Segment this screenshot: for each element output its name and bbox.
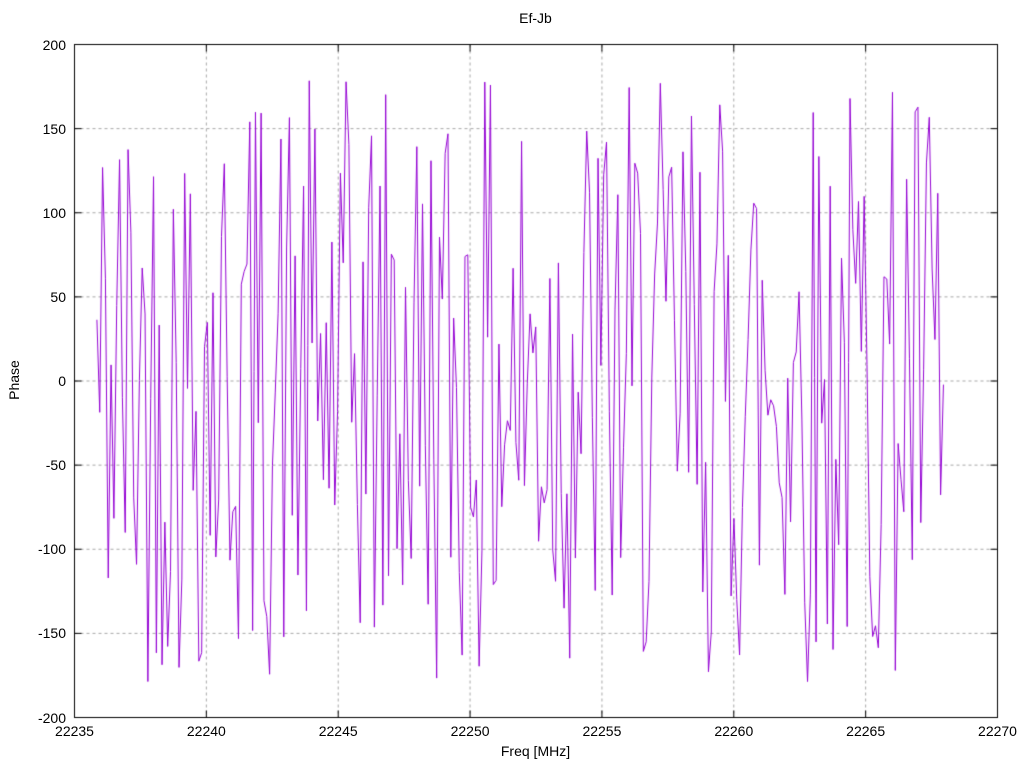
x-axis-label: Freq [MHz] xyxy=(500,743,571,759)
x-tick-label: 22240 xyxy=(186,723,226,739)
x-tick-label: 22260 xyxy=(714,723,754,739)
y-tick-label: -50 xyxy=(45,457,66,474)
y-tick-label: -200 xyxy=(37,709,66,726)
chart-title: Ef-Jb xyxy=(519,10,552,26)
y-tick-label: 200 xyxy=(42,36,66,53)
y-tick-label: 150 xyxy=(42,120,66,137)
x-tick-label: 22265 xyxy=(846,723,886,739)
x-tick-label: 22255 xyxy=(582,723,622,739)
x-tick-label: 22235 xyxy=(55,723,94,739)
y-tick-label: 0 xyxy=(58,373,66,389)
y-tick-label: 50 xyxy=(50,288,66,305)
y-tick-label: -150 xyxy=(37,625,66,642)
x-tick-label: 22270 xyxy=(978,723,1017,739)
y-tick-label: -100 xyxy=(37,541,66,558)
x-tick-label: 22245 xyxy=(318,723,358,739)
x-tick-label: 22250 xyxy=(450,723,490,739)
y-tick-label: 100 xyxy=(42,204,66,221)
